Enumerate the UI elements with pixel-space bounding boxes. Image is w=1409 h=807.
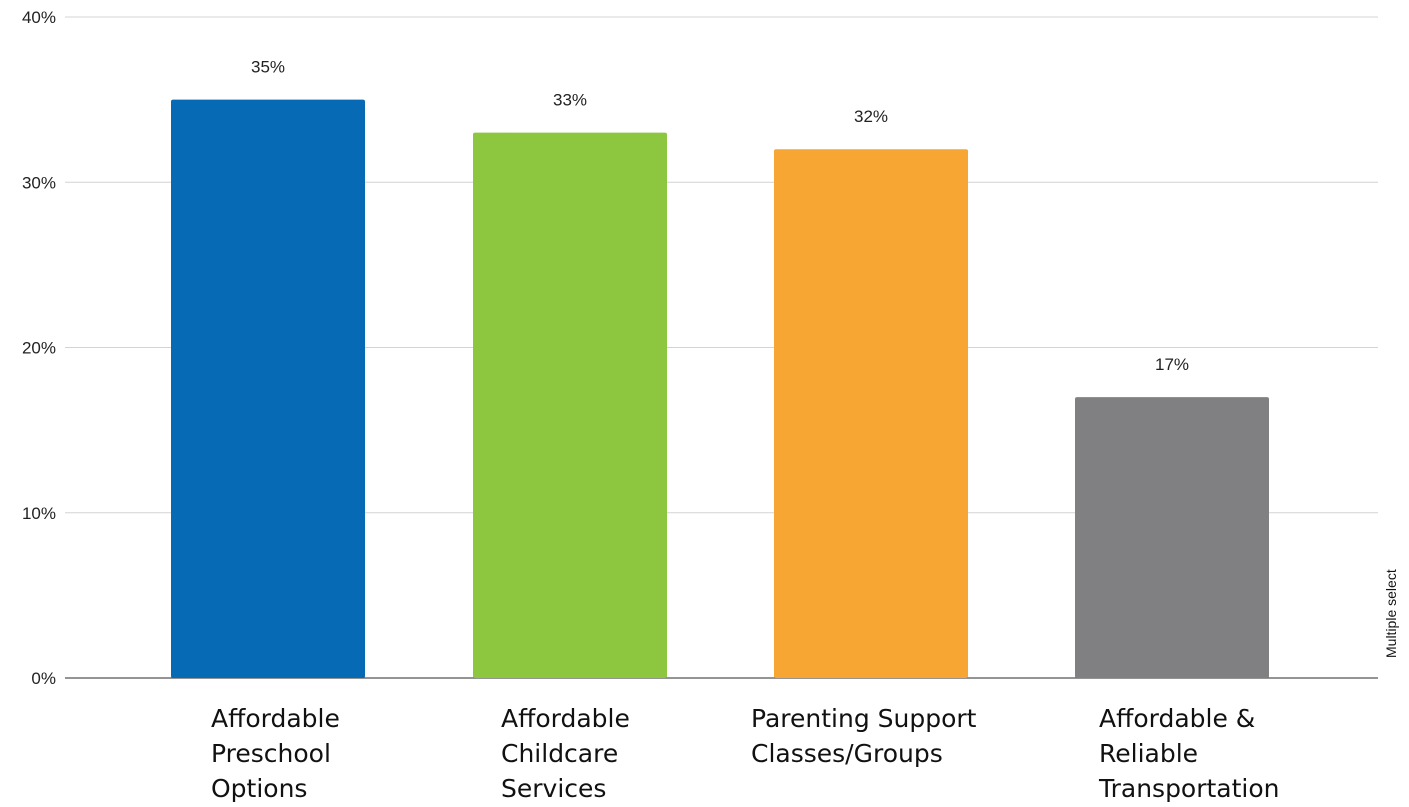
- x-axis-labels: Affordable Preschool Options Affordable Chil…: [211, 704, 1280, 803]
- data-labels: 35% 33% 32% 17%: [251, 58, 1189, 374]
- x-category-label: Childcare: [501, 739, 618, 768]
- y-tick-label: 40%: [22, 8, 56, 27]
- x-category-label: Transportation: [1098, 774, 1280, 803]
- bar: [171, 99, 365, 678]
- data-label: 17%: [1155, 355, 1189, 374]
- bar: [774, 149, 968, 678]
- x-category-label: Parenting Support: [751, 704, 977, 733]
- x-category-label: Options: [211, 774, 307, 803]
- side-note: Multiple select: [1383, 569, 1399, 658]
- data-label: 35%: [251, 58, 285, 77]
- bars: [171, 99, 1269, 679]
- y-tick-label: 10%: [22, 504, 56, 523]
- data-label: 33%: [553, 91, 587, 110]
- x-category-label: Services: [501, 774, 606, 803]
- y-tick-label: 0%: [31, 669, 56, 688]
- data-label: 32%: [854, 107, 888, 126]
- x-category-label: Classes/Groups: [751, 739, 943, 768]
- x-category-label: Affordable &: [1099, 704, 1255, 733]
- bar: [1075, 397, 1269, 678]
- y-axis-ticks: 0% 10% 20% 30% 40%: [22, 8, 56, 688]
- x-category-label: Affordable: [211, 704, 340, 733]
- bar: [473, 132, 667, 679]
- x-category-label: Reliable: [1099, 739, 1198, 768]
- x-category-label: Affordable: [501, 704, 630, 733]
- x-category-label: Preschool: [211, 739, 331, 768]
- y-tick-label: 20%: [22, 339, 56, 358]
- y-tick-label: 30%: [22, 173, 56, 192]
